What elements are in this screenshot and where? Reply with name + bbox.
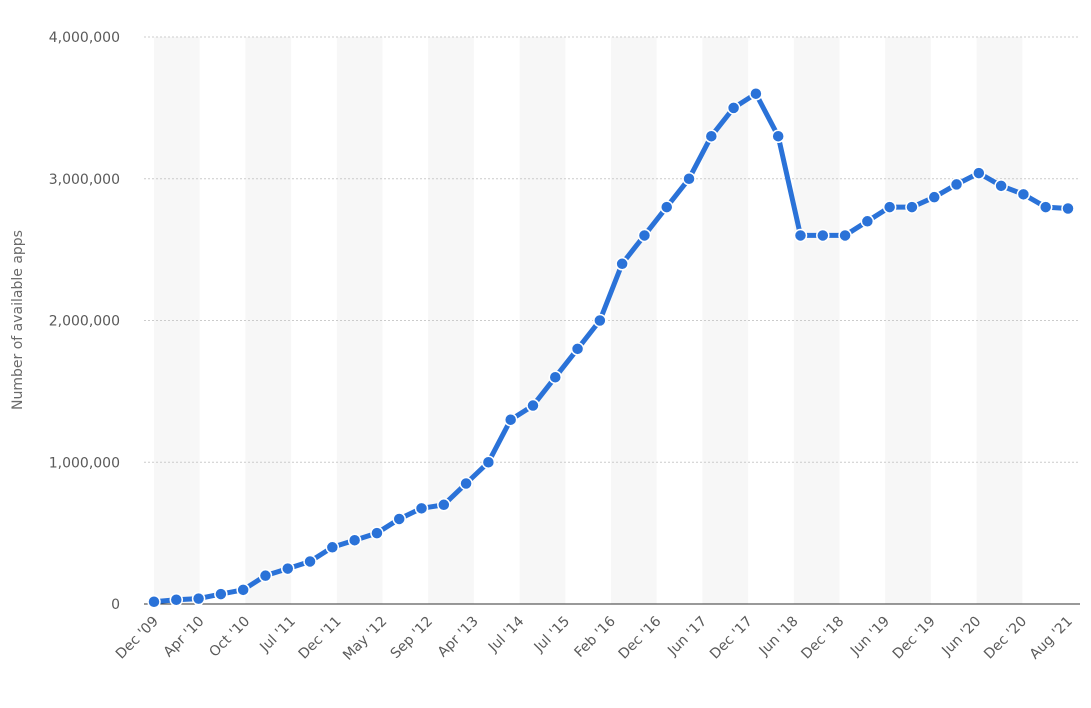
x-tick-label: Dec '19 — [890, 614, 939, 663]
data-point — [191, 591, 206, 606]
data-point — [927, 190, 941, 204]
data-point — [949, 177, 964, 192]
x-tick-label: Dec '17 — [707, 614, 756, 663]
y-tick-label: 4,000,000 — [49, 30, 120, 46]
data-point — [392, 512, 406, 526]
data-point — [414, 501, 429, 516]
data-points — [147, 86, 1075, 609]
data-point — [816, 228, 830, 243]
data-point — [1038, 200, 1053, 214]
data-point — [1016, 187, 1031, 202]
x-tick-label: Jul '14 — [485, 613, 527, 655]
x-tick-label: Apr '10 — [161, 614, 208, 661]
data-point — [147, 594, 161, 609]
y-axis-label: Number of available apps — [10, 230, 26, 410]
data-point — [169, 592, 184, 607]
x-tick-label: Dec '18 — [798, 614, 847, 663]
data-point — [548, 370, 563, 384]
data-point — [905, 200, 919, 214]
data-point — [481, 455, 496, 469]
data-point — [526, 398, 540, 413]
x-tick-label: Sep '12 — [388, 614, 436, 662]
x-tick-label: Dec '09 — [113, 614, 162, 663]
data-point — [682, 172, 696, 186]
data-point — [994, 179, 1008, 193]
x-tick-label: Jul '15 — [531, 614, 573, 656]
x-tick-label: Jun '18 — [756, 614, 802, 660]
x-tick-label: Jun '17 — [664, 614, 710, 660]
data-point — [303, 554, 317, 569]
y-tick-label: 3,000,000 — [49, 172, 120, 188]
data-point — [258, 568, 273, 583]
data-point — [437, 498, 451, 512]
background-band — [428, 37, 474, 604]
x-tick-label: Jul '11 — [256, 614, 298, 656]
data-point — [503, 412, 518, 427]
data-point — [659, 200, 674, 214]
data-point — [838, 228, 852, 243]
x-tick-label: Dec '20 — [981, 614, 1030, 663]
data-point — [637, 228, 652, 243]
data-point — [347, 533, 362, 547]
x-tick-label: Jun '19 — [847, 614, 893, 660]
data-point — [704, 129, 719, 143]
data-point — [771, 129, 785, 143]
data-point — [325, 540, 340, 555]
gridlines — [144, 36, 1080, 463]
y-tick-label: 0 — [111, 597, 120, 613]
x-tick-label: Aug '21 — [1027, 614, 1076, 663]
x-tick-label: May '12 — [340, 614, 390, 664]
data-point — [882, 200, 897, 214]
x-tick-label: Feb '16 — [572, 613, 619, 660]
y-tick-label: 1,000,000 — [49, 455, 120, 471]
data-point — [1061, 201, 1075, 216]
data-point — [570, 342, 585, 356]
x-tick-label: Oct '10 — [206, 614, 253, 661]
data-point — [726, 101, 741, 115]
x-tick-label: Dec '16 — [616, 613, 665, 662]
x-tick-label: Dec '11 — [296, 614, 345, 663]
data-point — [236, 583, 250, 597]
data-point — [860, 214, 875, 229]
data-point — [793, 228, 808, 243]
data-point — [214, 587, 228, 601]
data-point — [370, 526, 384, 540]
data-point — [593, 313, 607, 328]
data-point — [749, 86, 763, 101]
y-tick-label: 2,000,000 — [49, 314, 120, 330]
background-band — [336, 37, 383, 604]
data-point — [615, 257, 629, 271]
x-tick-label: Apr '13 — [435, 614, 482, 661]
y-axis-ticks: 0 1,000,000 2,000,000 3,000,000 4,000,000 — [49, 30, 120, 613]
data-point — [281, 561, 295, 576]
background-band — [976, 37, 1023, 604]
background-band — [519, 37, 566, 604]
data-point — [972, 166, 986, 180]
x-tick-label: Jun '20 — [938, 614, 984, 660]
data-point — [459, 476, 473, 491]
